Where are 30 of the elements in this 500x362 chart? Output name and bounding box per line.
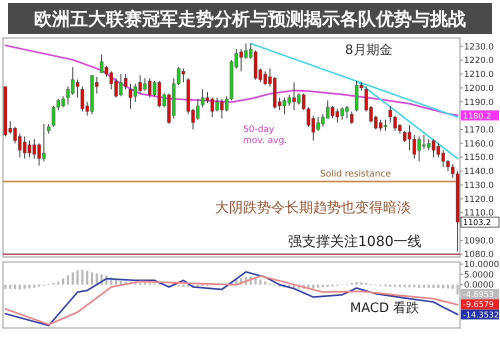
chart-title: 欧洲五大联赛冠军走势分析与预测揭示各队优势与挑战 bbox=[34, 9, 466, 30]
y-tick-label: 0.0000 bbox=[464, 280, 494, 291]
y-tick-label: 1080.0 bbox=[464, 250, 494, 260]
y-tick-label: 1200.0 bbox=[464, 84, 494, 94]
y-tick-label: 1210.0 bbox=[464, 70, 494, 80]
text: 50-day mov. avg. bbox=[243, 125, 288, 146]
y-tick-label: 1160.0 bbox=[464, 139, 494, 150]
text: 1180.2 bbox=[463, 111, 491, 120]
annotation: MACD 看跌 bbox=[350, 301, 420, 316]
text: -4.6953 bbox=[463, 290, 494, 299]
text: 1103.2 bbox=[463, 218, 491, 228]
ref-line-label: Solid resistance bbox=[320, 169, 392, 180]
y-tick-label: 1170.0 bbox=[464, 125, 494, 136]
y-tick-label: 5.0000 bbox=[464, 270, 494, 280]
y-tick-label: 1110.0 bbox=[464, 208, 494, 219]
annotation: 8月期金 bbox=[345, 43, 392, 58]
y-tick-label: 1190.0 bbox=[464, 98, 494, 108]
annotation: 大阴跌势令长期趋势也变得暗淡 bbox=[215, 200, 411, 216]
y-tick-label: 1220.0 bbox=[464, 56, 494, 66]
y-tick-label: 1150.0 bbox=[464, 153, 494, 164]
y-tick-label: 1090.0 bbox=[464, 236, 494, 246]
y-tick-label: 10.0000 bbox=[464, 260, 500, 270]
y-tick-label: 1120.0 bbox=[464, 194, 494, 205]
y-tick-label: 1140.0 bbox=[464, 167, 494, 178]
title-banner: 欧洲五大联赛冠军走势分析与预测揭示各队优势与挑战 bbox=[8, 3, 492, 34]
ref-line-label: 强支撑关注1080一线 bbox=[288, 234, 422, 250]
text: -14.3532 bbox=[463, 310, 499, 320]
y-tick-label: 1130.0 bbox=[464, 180, 494, 191]
text: -9.6579 bbox=[463, 300, 494, 310]
y-tick-label: 1230.0 bbox=[464, 42, 494, 52]
